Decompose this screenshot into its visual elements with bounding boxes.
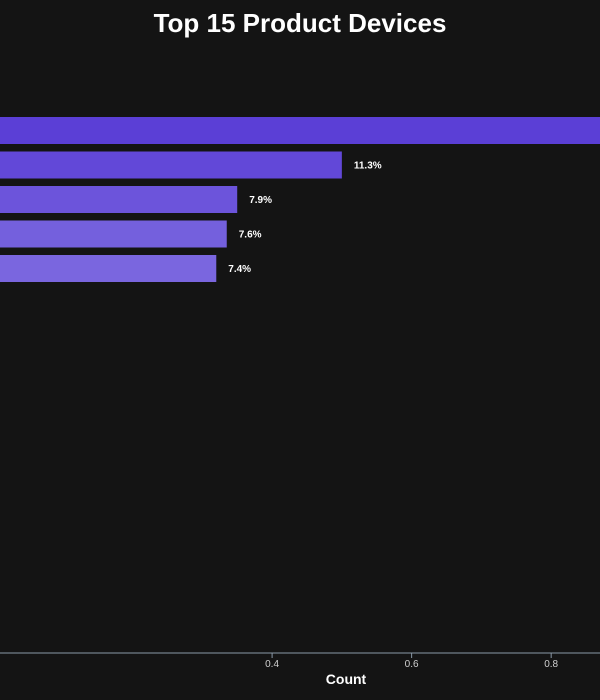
bar-4 bbox=[0, 220, 227, 248]
bar-label-4: 7.6% bbox=[239, 230, 262, 241]
bar-label-2: 11.3% bbox=[354, 161, 382, 172]
bars-group: 11.3% 7.9% 7.6% 7.4% bbox=[0, 117, 600, 282]
bar-label-5: 7.4% bbox=[228, 264, 251, 275]
x-tick-label-3: 0.8 bbox=[544, 659, 558, 670]
x-tick-label-1: 0.4 bbox=[265, 659, 279, 670]
x-tick-label-2: 0.6 bbox=[405, 659, 419, 670]
chart-title: Top 15 Product Devices bbox=[154, 8, 447, 38]
bar-5 bbox=[0, 255, 217, 282]
x-axis-ticks: 0.4 0.6 0.8 bbox=[265, 653, 559, 670]
bar-1 bbox=[0, 117, 600, 144]
bar-2 bbox=[0, 151, 342, 179]
bar-label-3: 7.9% bbox=[249, 195, 272, 206]
bar-3 bbox=[0, 186, 238, 213]
x-axis-label: Count bbox=[326, 671, 367, 687]
